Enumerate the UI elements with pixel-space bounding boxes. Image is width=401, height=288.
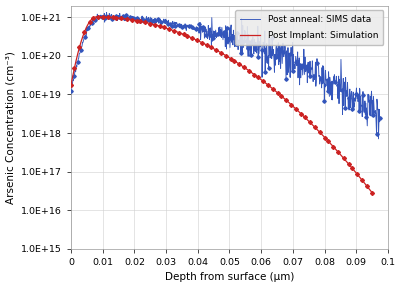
Post anneal: SIMS data: (0.097, 7.06e+17): SIMS data: (0.097, 7.06e+17) — [376, 137, 381, 141]
Post anneal: SIMS data: (0.0841, 1.58e+19): SIMS data: (0.0841, 1.58e+19) — [335, 85, 340, 88]
Post anneal: SIMS data: (0.0567, 2.44e+20): SIMS data: (0.0567, 2.44e+20) — [249, 39, 253, 43]
X-axis label: Depth from surface (μm): Depth from surface (μm) — [165, 272, 294, 283]
Legend: Post anneal: SIMS data, Post Implant: Simulation: Post anneal: SIMS data, Post Implant: Si… — [235, 10, 383, 45]
Post Implant: Simulation: (0.00159, 7.46e+19): Simulation: (0.00159, 7.46e+19) — [74, 59, 79, 62]
Post anneal: SIMS data: (0.0622, 9.98e+19): SIMS data: (0.0622, 9.98e+19) — [266, 54, 271, 58]
Post Implant: Simulation: (0.0117, 1e+21): Simulation: (0.0117, 1e+21) — [105, 16, 110, 19]
Post anneal: SIMS data: (0.0975, 2.49e+18): SIMS data: (0.0975, 2.49e+18) — [378, 116, 383, 120]
Post Implant: Simulation: (0.0202, 8.31e+20): Simulation: (0.0202, 8.31e+20) — [132, 18, 137, 22]
Post anneal: SIMS data: (0.0112, 1.32e+21): SIMS data: (0.0112, 1.32e+21) — [104, 11, 109, 14]
Post anneal: SIMS data: (0.0741, 3.91e+19): SIMS data: (0.0741, 3.91e+19) — [304, 70, 308, 73]
Post anneal: SIMS data: (0.0593, 1.14e+20): SIMS data: (0.0593, 1.14e+20) — [257, 52, 261, 55]
Post anneal: SIMS data: (0.00598, 5.82e+20): SIMS data: (0.00598, 5.82e+20) — [87, 24, 92, 28]
Post Implant: Simulation: (0.095, 2.86e+16): Simulation: (0.095, 2.86e+16) — [370, 191, 375, 194]
Post Implant: Simulation: (0.0849, 2.82e+17): Simulation: (0.0849, 2.82e+17) — [338, 153, 342, 156]
Post anneal: SIMS data: (0, 1.22e+19): SIMS data: (0, 1.22e+19) — [69, 89, 73, 93]
Post Implant: Simulation: (0.00796, 1.02e+21): Simulation: (0.00796, 1.02e+21) — [94, 15, 99, 19]
Post Implant: Simulation: (0.0923, 5.36e+16): Simulation: (0.0923, 5.36e+16) — [361, 180, 366, 184]
Post Implant: Simulation: (0, 1.77e+19): Simulation: (0, 1.77e+19) — [69, 83, 73, 86]
Y-axis label: Arsenic Concentration (cm⁻³): Arsenic Concentration (cm⁻³) — [6, 51, 16, 204]
Line: Post anneal: SIMS data: Post anneal: SIMS data — [71, 12, 380, 139]
Line: Post Implant: Simulation: Post Implant: Simulation — [71, 17, 372, 193]
Post Implant: Simulation: (0.0366, 3.28e+20): Simulation: (0.0366, 3.28e+20) — [185, 34, 190, 38]
